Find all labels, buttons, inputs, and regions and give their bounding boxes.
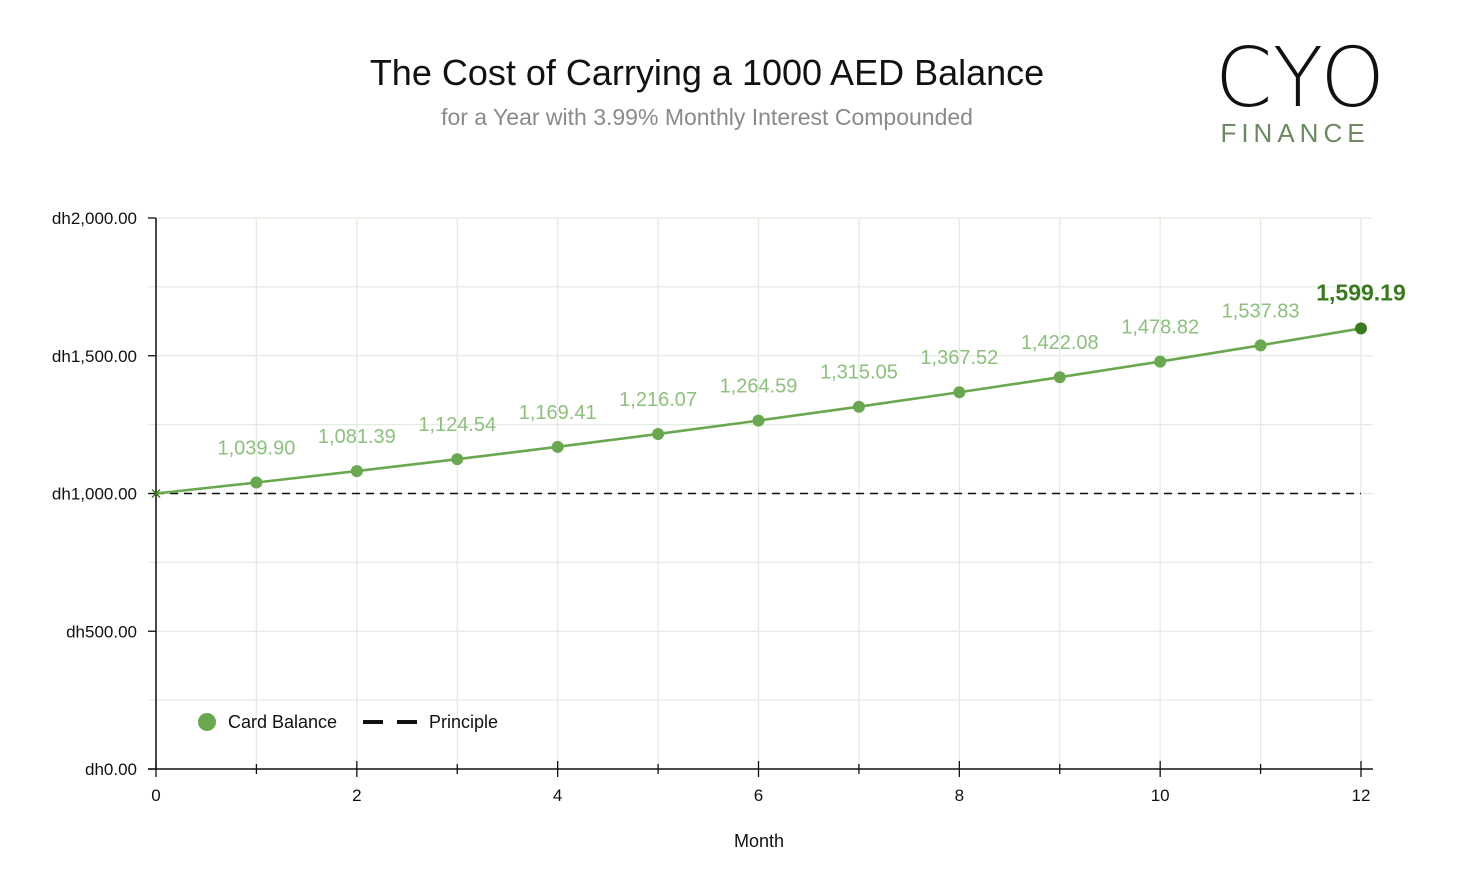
card-balance-point (551, 440, 564, 453)
data-label: 1,478.82 (1121, 317, 1199, 339)
data-label: 1,169.41 (519, 402, 597, 424)
data-label: 1,422.08 (1021, 332, 1099, 354)
data-label: 1,124.54 (418, 414, 496, 436)
x-tick-label: 2 (352, 786, 361, 805)
legend: Card Balance Principle (198, 712, 498, 732)
card-balance-point (1254, 339, 1267, 352)
data-label: 1,081.39 (318, 426, 396, 448)
y-tick-label: dh1,500.00 (52, 347, 137, 366)
y-tick-label: dh2,000.00 (52, 209, 137, 228)
data-label: 1,367.52 (920, 347, 998, 369)
card-balance-point (652, 427, 665, 440)
card-balance-point (451, 453, 464, 466)
series-layer (151, 322, 1367, 498)
legend-card-balance-label: Card Balance (228, 712, 337, 732)
x-tick-label: 12 (1352, 786, 1371, 805)
legend-principle-label: Principle (429, 712, 498, 732)
x-tick-label: 4 (553, 786, 562, 805)
y-axis-ticks: dh0.00 dh500.00 dh1,000.00 dh1,500.00 dh2,00… (52, 209, 156, 779)
card-balance-point (852, 400, 865, 413)
data-label: 1,264.59 (720, 376, 798, 398)
x-tick-label: 0 (151, 786, 160, 805)
y-tick-label: dh1,000.00 (52, 485, 137, 504)
x-tick-label: 8 (955, 786, 964, 805)
logo-wordmark: CYO (1215, 31, 1387, 126)
data-label: 1,537.83 (1222, 300, 1300, 322)
x-tick-label: 6 (754, 786, 763, 805)
card-balance-point (250, 476, 263, 489)
data-label: 1,039.90 (217, 438, 295, 460)
chart-title: The Cost of Carrying a 1000 AED Balance (369, 52, 1045, 93)
card-balance-point (953, 386, 966, 399)
chart-subtitle: for a Year with 3.99% Monthly Interest C… (441, 104, 973, 130)
y-tick-label: dh0.00 (85, 760, 137, 779)
card-balance-point (350, 465, 363, 478)
card-balance-point (1053, 371, 1066, 384)
data-label: 1,315.05 (820, 362, 898, 384)
y-tick-label: dh500.00 (66, 622, 137, 641)
card-balance-point (1355, 322, 1367, 335)
card-balance-point (1154, 355, 1167, 368)
data-label: 1,216.07 (619, 389, 697, 411)
x-axis-ticks: 0 2 4 6 8 10 12 (151, 761, 1370, 805)
legend-card-balance-swatch (198, 713, 216, 731)
data-labels: 1,039.90 1,081.39 1,124.54 1,169.41 1,216.07… (217, 279, 1405, 459)
x-axis-title: Month (734, 831, 784, 851)
data-label: 1,599.19 (1316, 279, 1406, 305)
cyo-finance-logo: CYO FINANCE (1215, 31, 1387, 149)
x-tick-label: 10 (1151, 786, 1170, 805)
logo-tagline: FINANCE (1220, 118, 1370, 148)
card-balance-point (752, 414, 765, 427)
card-balance-point (151, 489, 161, 498)
